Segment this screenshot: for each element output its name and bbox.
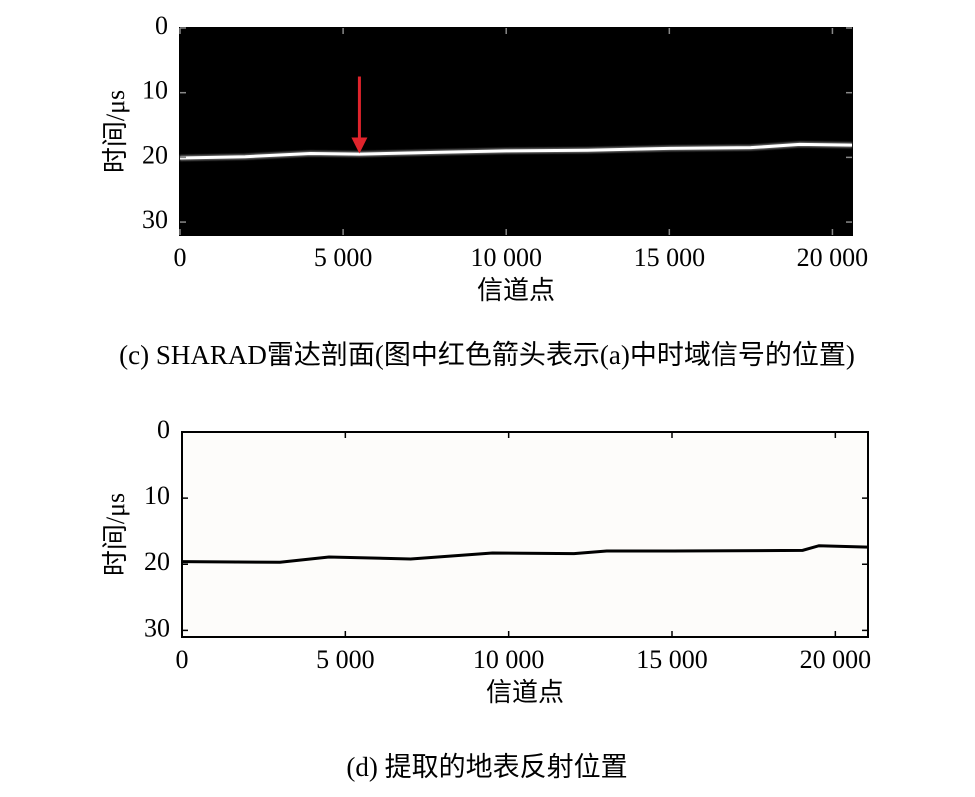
x-tick-label: 10 000 [473,645,545,674]
caption: (c) SHARAD雷达剖面(图中红色箭头表示(a)中时域信号的位置) [119,340,855,370]
y-axis-label: 时间/μs [101,90,130,173]
y-tick-label: 10 [144,481,170,510]
y-tick-label: 30 [142,205,168,234]
y-tick-label: 0 [157,415,170,444]
caption: (d) 提取的地表反射位置 [346,752,627,782]
x-tick-label: 5 000 [314,243,373,272]
x-tick-label: 0 [176,645,189,674]
y-tick-label: 20 [142,140,168,169]
x-tick-label: 15 000 [636,645,708,674]
plot-area [181,431,869,638]
x-tick-label: 10 000 [470,243,542,272]
x-tick-label: 20 000 [800,645,872,674]
plot-area [179,27,853,236]
x-axis-label: 信道点 [486,678,564,707]
x-tick-label: 20 000 [797,243,869,272]
y-tick-label: 30 [144,613,170,642]
x-tick-label: 5 000 [316,645,375,674]
x-tick-label: 0 [174,243,187,272]
y-tick-label: 0 [155,11,168,40]
surface-line [179,142,853,160]
y-tick-label: 10 [142,76,168,105]
y-axis-label: 时间/μs [101,493,130,576]
x-axis-label: 信道点 [477,276,555,305]
surface-line [181,544,869,564]
x-tick-label: 15 000 [634,243,706,272]
y-tick-label: 20 [144,547,170,576]
arrow-head [351,137,368,154]
